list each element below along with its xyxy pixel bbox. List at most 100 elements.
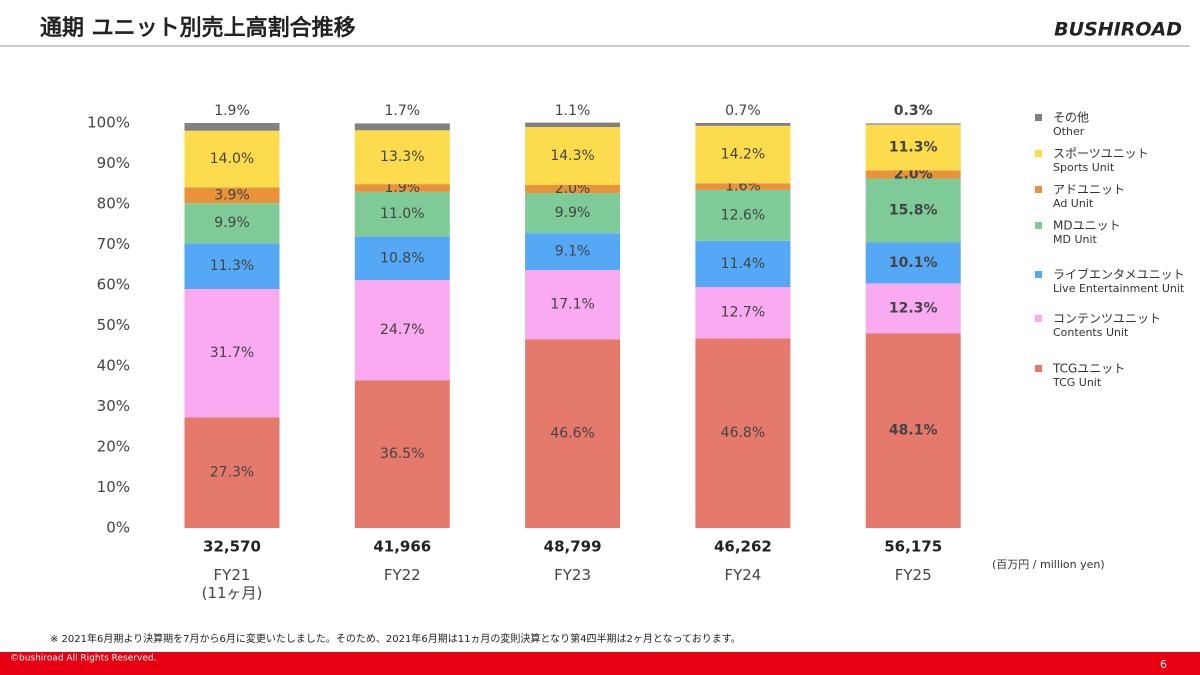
bar-segment: [865, 242, 961, 284]
value-label: 24.7%: [380, 322, 424, 338]
total-label: 46,262: [714, 538, 772, 556]
value-label: 13.3%: [380, 149, 424, 165]
bar-segment: [184, 243, 280, 290]
value-label: 11.4%: [721, 256, 765, 272]
value-label: 2.0%: [894, 166, 933, 182]
bar-segment: [695, 125, 791, 184]
y-tick-label: 60%: [97, 276, 130, 294]
legend-swatch: [1035, 150, 1042, 157]
legend-label: その他: [1053, 111, 1089, 125]
bar-segment: [865, 283, 961, 334]
value-label: 14.0%: [210, 151, 254, 167]
bar-segment: [354, 184, 450, 192]
bar-segment: [354, 236, 450, 281]
legend-swatch: [1035, 186, 1042, 193]
y-tick-label: 30%: [97, 397, 130, 415]
value-label: 31.7%: [210, 345, 254, 361]
legend-swatch: [1035, 222, 1042, 229]
legend-label-en: Ad Unit: [1053, 197, 1094, 210]
totals-unit: (百万円 / million yen): [992, 558, 1105, 571]
bar-segment: [354, 380, 450, 528]
legend-label: スポーツユニット: [1053, 147, 1149, 161]
legend-label-en: Other: [1053, 125, 1085, 138]
bar-segment: [525, 127, 621, 185]
value-label: 14.2%: [721, 147, 765, 163]
legend-swatch: [1035, 114, 1042, 121]
x-tick-label: FY23: [554, 566, 592, 584]
bar-segment: [354, 191, 450, 237]
total-label: 48,799: [544, 538, 602, 556]
total-label: 41,966: [373, 538, 431, 556]
bar-segment: [184, 130, 280, 188]
bar-segment: [525, 339, 621, 528]
footnote: ※ 2021年6月期より決算期を7月から6月に変更いたしました。そのため、202…: [50, 632, 741, 645]
y-tick-label: 20%: [97, 438, 130, 456]
bar-segment: [525, 270, 621, 340]
footer-bar: [0, 652, 1200, 675]
legend-label: TCGユニット: [1052, 362, 1125, 376]
value-label: 12.3%: [889, 300, 938, 316]
bar-segment: [525, 122, 621, 128]
bar-segment: [695, 183, 791, 190]
value-label: 15.8%: [889, 202, 938, 218]
bar-segment: [184, 203, 280, 244]
value-label: 46.8%: [721, 425, 765, 441]
value-label: 12.7%: [721, 305, 765, 321]
page-number: 6: [1160, 658, 1167, 671]
bar-segment: [354, 123, 450, 131]
bar-segment: [695, 287, 791, 339]
bar-segment: [695, 123, 791, 126]
legend-label: MDユニット: [1053, 219, 1121, 233]
bar-segment: [695, 338, 791, 528]
y-tick-label: 0%: [106, 519, 130, 537]
bar-segment: [695, 240, 791, 288]
x-tick-label: FY24: [724, 566, 762, 584]
bar-segment: [525, 184, 621, 194]
value-label: 36.5%: [380, 446, 424, 462]
y-tick-label: 90%: [97, 154, 130, 172]
value-label: 3.9%: [214, 187, 250, 203]
bar-segment: [525, 233, 621, 271]
total-label: 32,570: [203, 538, 261, 556]
y-tick-label: 100%: [87, 114, 130, 132]
logo: BUSHIROAD: [1054, 19, 1182, 41]
value-label: 11.3%: [210, 258, 254, 274]
x-tick-label: FY25: [894, 566, 932, 584]
value-label: 9.9%: [555, 205, 591, 221]
value-label: 10.8%: [380, 250, 424, 266]
legend-swatch: [1035, 271, 1042, 278]
bar-segment: [354, 130, 450, 185]
y-tick-label: 10%: [97, 478, 130, 496]
legend-label-en: Sports Unit: [1053, 161, 1115, 174]
bar-segment: [865, 178, 961, 243]
value-label: 1.7%: [385, 103, 421, 119]
x-tick-label: FY22: [383, 566, 421, 584]
y-tick-label: 70%: [97, 235, 130, 253]
value-label: 12.6%: [721, 207, 765, 223]
bar-segment: [184, 187, 280, 204]
legend-label-en: MD Unit: [1053, 233, 1098, 246]
value-label: 1.9%: [214, 103, 250, 119]
bar-segment: [695, 189, 791, 241]
bar-segment: [354, 280, 450, 381]
bar-segment: [865, 333, 961, 528]
bar-segment: [865, 123, 961, 125]
value-label: 14.3%: [550, 148, 594, 164]
value-label: 0.7%: [725, 103, 761, 119]
value-label: 9.9%: [214, 215, 250, 231]
value-label: 10.1%: [889, 255, 938, 271]
legend-label: ライブエンタメユニット: [1053, 267, 1185, 282]
y-tick-label: 80%: [97, 195, 130, 213]
slide-title: 通期 ユニット別売上高割合推移: [40, 15, 356, 41]
legend-label-en: Live Entertainment Unit: [1053, 282, 1185, 295]
bar-segment: [184, 417, 280, 528]
legend-label: コンテンツユニット: [1053, 312, 1161, 326]
value-label: 11.0%: [380, 206, 424, 222]
value-label: 48.1%: [889, 423, 938, 439]
bar-segment: [865, 124, 961, 171]
bar-segment: [865, 170, 961, 179]
value-label: 2.0%: [555, 181, 591, 197]
y-tick-label: 50%: [97, 316, 130, 334]
bar-segment: [184, 123, 280, 131]
